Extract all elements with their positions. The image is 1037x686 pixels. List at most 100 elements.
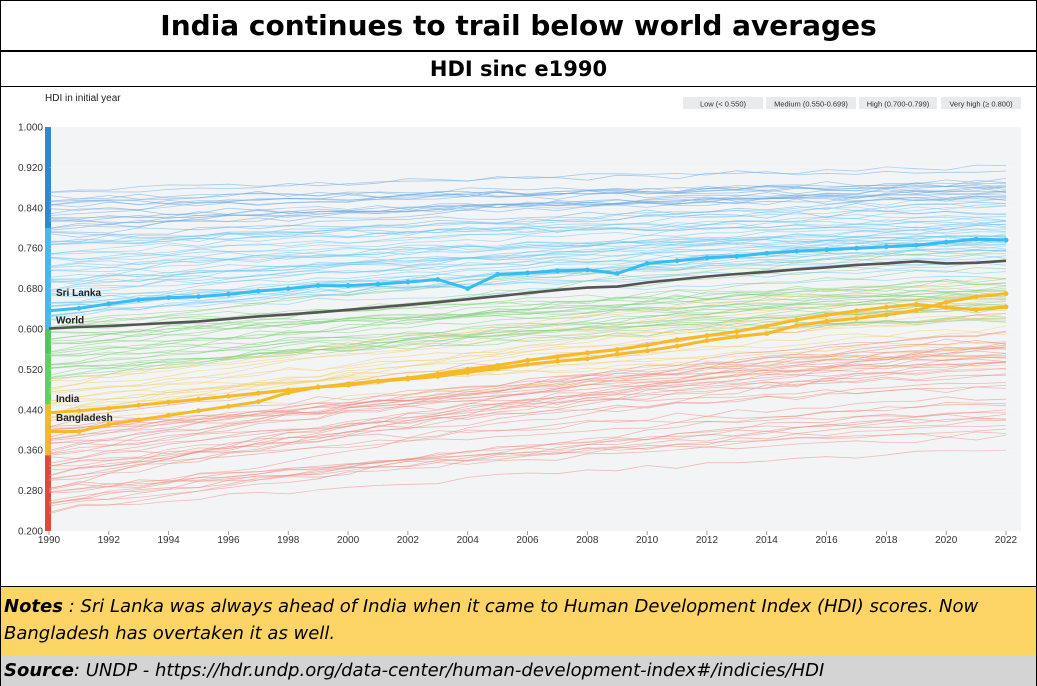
country-line xyxy=(48,307,1007,365)
data-point xyxy=(913,242,919,248)
country-line xyxy=(48,228,1006,271)
data-point xyxy=(76,305,82,311)
data-point xyxy=(1003,237,1009,243)
data-point xyxy=(584,356,590,362)
country-line xyxy=(48,285,1007,327)
x-tick-label: 2018 xyxy=(875,535,898,546)
category-band-segment xyxy=(45,228,51,279)
data-point xyxy=(136,417,142,423)
data-point xyxy=(943,299,949,305)
y-tick-label: 0.360 xyxy=(18,446,43,457)
data-point xyxy=(854,308,859,314)
data-point xyxy=(46,308,52,314)
country-line xyxy=(48,305,1007,418)
country-line xyxy=(48,434,1007,492)
legend-item: High (0.700-0.799) xyxy=(867,100,930,109)
data-point xyxy=(405,279,411,285)
country-line xyxy=(48,203,1007,245)
data-point xyxy=(525,357,530,363)
data-point xyxy=(973,307,979,313)
country-line xyxy=(48,205,1007,255)
y-tick-label: 0.600 xyxy=(18,325,43,336)
data-point xyxy=(375,281,381,287)
country-line xyxy=(48,280,1007,330)
category-band-segment xyxy=(45,127,51,228)
data-point xyxy=(614,351,620,357)
series-label: Sri Lanka xyxy=(56,288,101,299)
country-line xyxy=(48,412,1007,467)
data-point xyxy=(704,255,710,261)
country-line xyxy=(48,386,1007,451)
country-line xyxy=(48,356,1007,438)
data-point xyxy=(226,291,231,297)
y-tick-label: 0.280 xyxy=(18,486,43,497)
series-label: World xyxy=(56,315,84,326)
country-line xyxy=(48,358,1007,431)
data-point xyxy=(883,304,889,310)
data-point xyxy=(584,267,590,273)
data-point xyxy=(794,248,800,254)
country-line xyxy=(48,237,1007,308)
data-point xyxy=(824,312,829,318)
data-point xyxy=(106,422,112,427)
country-line xyxy=(48,374,1007,455)
country-line xyxy=(48,417,1007,503)
country-line xyxy=(48,235,1007,283)
data-point xyxy=(704,333,710,338)
data-point xyxy=(883,244,889,250)
x-tick-label: 1996 xyxy=(217,535,240,546)
data-point xyxy=(824,319,829,324)
data-point xyxy=(76,429,82,434)
country-line xyxy=(48,402,1007,507)
data-point xyxy=(166,399,172,405)
series-line-world xyxy=(48,259,1007,330)
country-line xyxy=(48,396,1007,470)
country-line xyxy=(48,239,1007,278)
data-point xyxy=(734,329,740,334)
chart-subtitle: HDI sinc e1990 xyxy=(1,52,1036,87)
country-line xyxy=(48,186,1007,231)
country-line xyxy=(48,317,1007,414)
country-line xyxy=(48,293,1007,342)
data-point xyxy=(196,396,201,402)
country-line xyxy=(48,198,1007,246)
data-point xyxy=(584,350,590,356)
country-line xyxy=(48,431,1007,490)
data-point xyxy=(285,390,291,396)
data-point xyxy=(644,342,650,348)
background-country-lines xyxy=(48,164,1007,515)
data-point xyxy=(764,331,770,336)
country-line xyxy=(48,170,1007,193)
country-line xyxy=(48,425,1007,505)
legend-item-bg xyxy=(859,97,937,109)
data-point xyxy=(226,403,231,409)
country-line xyxy=(48,235,1007,283)
country-line xyxy=(48,314,1007,353)
country-line xyxy=(48,428,1007,491)
data-point xyxy=(315,283,321,288)
country-line xyxy=(48,320,1007,356)
data-point xyxy=(644,348,650,354)
legend: Low (< 0.550) Medium (0.550-0.699) High (0… xyxy=(683,97,1021,109)
country-line xyxy=(48,346,1007,477)
country-line xyxy=(48,342,1007,441)
data-point xyxy=(196,294,201,300)
country-line xyxy=(48,214,1007,245)
data-point xyxy=(883,312,889,318)
country-line xyxy=(48,277,1007,389)
data-point xyxy=(435,374,441,379)
data-point xyxy=(495,272,500,277)
category-band-segment xyxy=(45,354,51,405)
data-point xyxy=(435,277,441,282)
x-tick-label: 2010 xyxy=(636,535,659,546)
y-axis-label: HDI in initial year xyxy=(45,93,121,104)
x-tick-label: 2006 xyxy=(516,535,539,546)
legend-item: Very high (≥ 0.800) xyxy=(949,100,1013,109)
country-line xyxy=(48,279,1007,344)
data-point xyxy=(106,405,112,411)
country-line xyxy=(48,216,1007,254)
highlighted-series xyxy=(46,236,1009,434)
country-line xyxy=(48,224,1007,269)
country-line xyxy=(48,252,1007,321)
data-point xyxy=(255,288,261,294)
